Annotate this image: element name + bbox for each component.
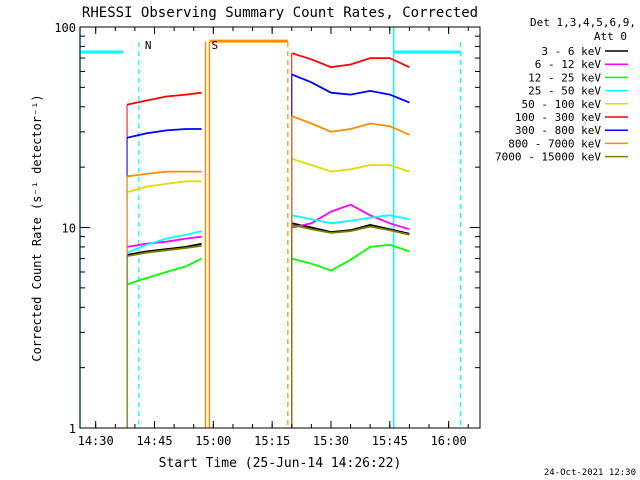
x-tick-label-5: 15:45 — [372, 434, 408, 448]
x-tick-label-1: 14:45 — [136, 434, 172, 448]
legend-label-8: 7000 - 15000 keV — [495, 151, 601, 164]
legend-label-6: 300 - 800 keV — [515, 124, 601, 137]
series-line-6-seg-1 — [291, 73, 410, 104]
series-line-1-seg-1 — [291, 203, 410, 231]
series-line-4-seg-0 — [126, 180, 202, 194]
footer-timestamp: 24-Oct-2021 12:30 — [544, 468, 636, 478]
legend-label-0: 3 - 6 keV — [541, 45, 601, 58]
legend-label-1: 6 - 12 keV — [535, 58, 602, 71]
y-tick-label-0: 1 — [69, 422, 76, 436]
legend-header-line-2: Att 0 — [594, 30, 627, 43]
annotation-n: N — [145, 39, 152, 52]
series-line-6-seg-0 — [126, 128, 202, 139]
x-axis-label: Start Time (25-Jun-14 14:26:22) — [159, 456, 402, 471]
series-line-3-seg-1 — [291, 214, 410, 225]
y-axis-label: Corrected Count Rate (s⁻¹ detector⁻¹) — [30, 94, 44, 361]
annotation-s: S — [211, 39, 218, 52]
series-line-5-seg-0 — [126, 91, 202, 106]
x-tick-label-0: 14:30 — [78, 434, 114, 448]
series-line-8-seg-0 — [126, 244, 202, 257]
series-line-8-seg-1 — [291, 224, 410, 236]
legend-label-2: 12 - 25 keV — [528, 71, 601, 84]
series-line-0-seg-0 — [126, 242, 202, 256]
series-line-3-seg-0 — [126, 230, 202, 254]
x-axis: 14:30 14:45 15:00 15:15 15:30 15:45 16:00 — [78, 27, 469, 448]
x-tick-label-3: 15:15 — [254, 434, 290, 448]
plot-frame — [79, 26, 481, 429]
series-line-2-seg-0 — [126, 257, 203, 286]
series-line-4-seg-1 — [291, 157, 410, 173]
legend-label-7: 800 - 7000 keV — [508, 137, 601, 150]
series-line-7-seg-0 — [126, 170, 202, 178]
x-tick-label-2: 15:00 — [195, 434, 231, 448]
y-tick-label-2: 100 — [54, 21, 76, 35]
series-line-7-seg-1 — [291, 115, 410, 136]
series-line-1-seg-0 — [126, 235, 202, 248]
series-line-2-seg-1 — [291, 243, 410, 272]
legend-header-line-1: Det 1,3,4,5,6,9, — [530, 16, 636, 29]
legend-label-3: 25 - 50 keV — [528, 85, 601, 98]
chart-title: RHESSI Observing Summary Count Rates, Co… — [82, 5, 478, 21]
y-axis: 1 10 100 — [54, 21, 480, 436]
x-tick-label-4: 15:30 — [313, 434, 349, 448]
x-tick-label-6: 16:00 — [431, 434, 467, 448]
legend-label-4: 50 - 100 keV — [522, 98, 602, 111]
legend-label-5: 100 - 300 keV — [515, 111, 601, 124]
y-tick-label-1: 10 — [62, 222, 76, 236]
series-line-5-seg-1 — [291, 52, 410, 69]
